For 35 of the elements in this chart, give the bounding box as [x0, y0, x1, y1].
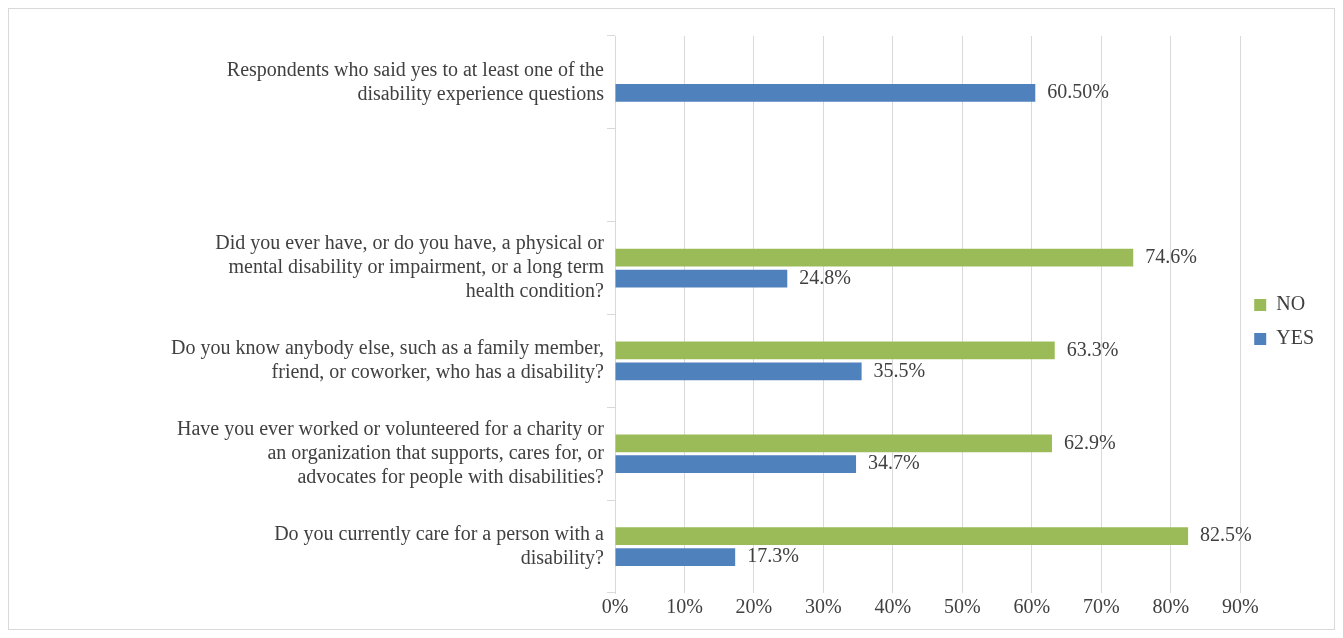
y-tick-label: Do you currently care for a person with a disability? — [274, 521, 605, 569]
y-tick-label: Respondents who said yes to at least one of the disability experience questions — [226, 57, 605, 105]
data-label: 17.3% — [747, 544, 799, 567]
x-tick-label: 0% — [601, 595, 629, 618]
x-tick-label: 90% — [1221, 595, 1259, 618]
bar — [615, 269, 788, 288]
data-label: 34.7% — [868, 451, 920, 474]
x-tick-label: 20% — [735, 595, 773, 618]
bar — [615, 341, 1055, 360]
x-tick-label: 30% — [805, 595, 842, 618]
y-tick-label: Do you know anybody else, such as a family member, friend, or coworker, who has a disability? — [171, 336, 605, 384]
bar — [615, 248, 1134, 267]
bar — [615, 83, 1036, 102]
data-label: 82.5% — [1200, 523, 1252, 546]
x-tick-label: 10% — [666, 595, 703, 618]
bar — [615, 548, 736, 566]
data-label: 60.50% — [1047, 80, 1109, 103]
bar — [615, 362, 862, 381]
bar — [615, 527, 1189, 546]
x-tick-label: 40% — [874, 595, 912, 618]
y-tick-label: Have you ever worked or volunteered for a charity or an organization that supports, cares for, or advocates for people with disabilities? — [176, 417, 605, 488]
x-tick-label: 80% — [1152, 595, 1190, 618]
y-tick-label: Did you ever have, or do you have, a physical or mental disability or impairment, or a long term health condition? — [215, 231, 605, 302]
legend-label: YES — [1276, 326, 1315, 349]
data-label: 24.8% — [799, 265, 851, 288]
bar — [615, 455, 857, 474]
data-label: 35.5% — [873, 358, 926, 381]
x-tick-label: 50% — [944, 595, 981, 618]
bar — [615, 434, 1052, 453]
data-label: 63.3% — [1066, 337, 1119, 360]
data-label: 74.6% — [1145, 244, 1197, 267]
x-tick-label: 70% — [1082, 595, 1120, 618]
x-tick-label: 60% — [1013, 595, 1051, 618]
data-label: 62.9% — [1063, 430, 1116, 453]
legend-label: NO — [1276, 292, 1306, 315]
